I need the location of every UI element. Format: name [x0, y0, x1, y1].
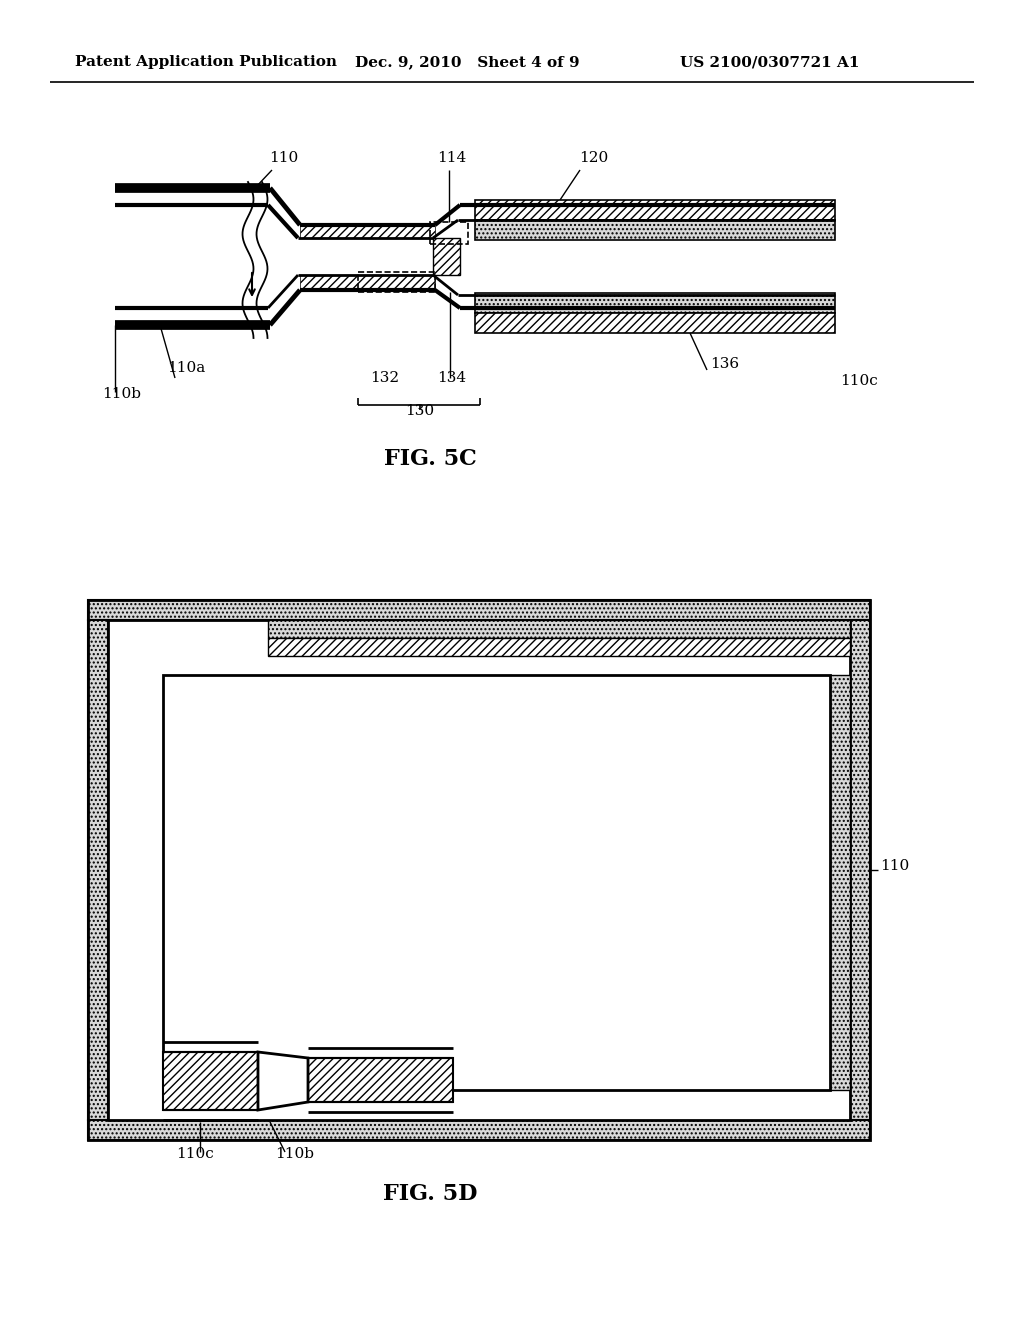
Text: 120: 120	[580, 150, 608, 165]
Bar	[850, 620, 870, 1119]
Text: FIG. 5D: FIG. 5D	[383, 1183, 477, 1205]
Text: 130: 130	[406, 404, 434, 418]
Bar	[308, 1059, 453, 1102]
Text: Patent Application Publication: Patent Application Publication	[75, 55, 337, 69]
Bar	[88, 1119, 870, 1140]
Bar	[163, 1052, 258, 1110]
Text: 132: 132	[371, 371, 399, 385]
Bar	[88, 601, 870, 620]
Text: 110b: 110b	[102, 387, 141, 401]
Text: 110c: 110c	[840, 374, 878, 388]
Bar	[88, 620, 108, 1119]
Text: 110: 110	[880, 859, 909, 873]
Polygon shape	[258, 1052, 308, 1110]
Bar	[433, 238, 460, 275]
Bar	[475, 201, 835, 220]
Text: 110: 110	[269, 150, 299, 165]
Bar	[358, 272, 435, 292]
Bar	[268, 620, 850, 638]
Bar	[268, 638, 850, 656]
Text: FIG. 5C: FIG. 5C	[384, 447, 476, 470]
Bar	[300, 224, 435, 238]
Bar	[830, 675, 850, 1090]
Bar	[163, 675, 830, 1090]
Bar	[108, 620, 850, 1119]
Text: 114: 114	[437, 150, 467, 165]
Bar	[830, 675, 850, 1090]
Text: Dec. 9, 2010   Sheet 4 of 9: Dec. 9, 2010 Sheet 4 of 9	[355, 55, 580, 69]
Text: 134: 134	[437, 371, 467, 385]
Text: 136: 136	[710, 356, 739, 371]
Bar	[300, 275, 435, 290]
Text: 110b: 110b	[275, 1147, 314, 1162]
Bar	[88, 601, 870, 1140]
Bar	[475, 313, 835, 333]
Bar	[475, 293, 835, 313]
Text: 110a: 110a	[167, 360, 205, 375]
Bar	[430, 222, 468, 244]
Text: 110c: 110c	[176, 1147, 214, 1162]
Bar	[475, 220, 835, 240]
Text: US 2100/0307721 A1: US 2100/0307721 A1	[680, 55, 859, 69]
